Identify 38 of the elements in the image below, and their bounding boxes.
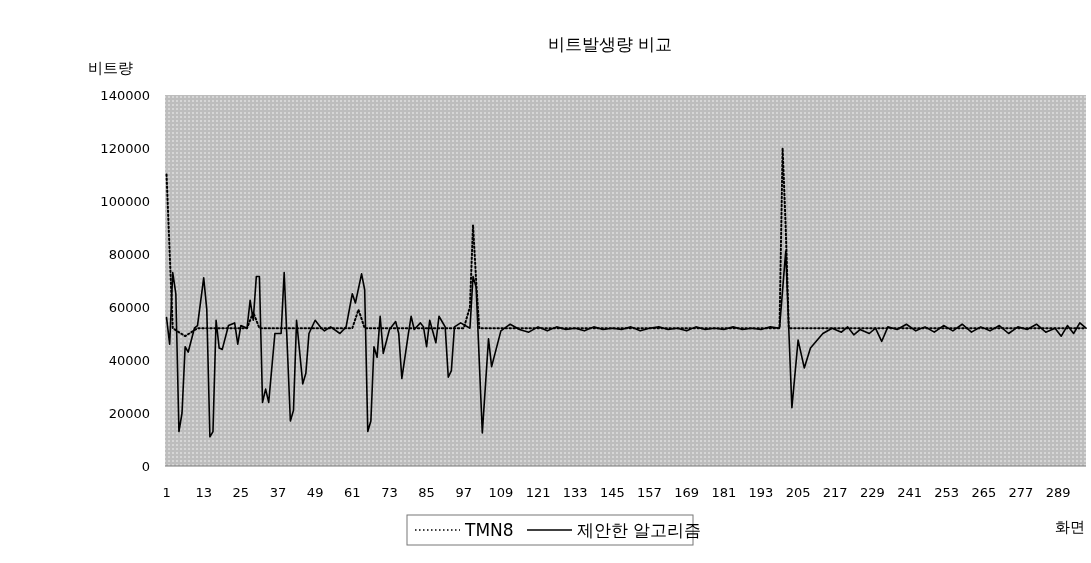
x-tick-label: 181 — [711, 485, 737, 500]
x-tick-label: 73 — [381, 485, 398, 500]
y-tick-label: 140000 — [100, 88, 150, 103]
x-tick-label: 157 — [637, 485, 662, 500]
x-tick-label: 49 — [306, 485, 324, 500]
x-tick-label: 193 — [748, 485, 774, 500]
x-tick-label: 289 — [1045, 485, 1071, 500]
y-tick-label: 40000 — [108, 353, 150, 368]
x-axis-title: 화면 — [1055, 518, 1085, 536]
x-tick-label: 241 — [897, 485, 922, 500]
x-tick-label: 25 — [232, 485, 250, 500]
x-tick-label: 1 — [162, 485, 171, 500]
legend-label: 제안한 알고리즘 — [577, 520, 702, 540]
y-tick-label: 80000 — [108, 247, 150, 262]
y-axis-title: 비트량 — [88, 59, 133, 77]
y-tick-label: 60000 — [108, 300, 150, 315]
y-tick-label: 0 — [141, 459, 150, 474]
x-tick-label: 13 — [195, 485, 212, 500]
x-tick-label: 217 — [822, 485, 848, 500]
x-tick-label: 169 — [674, 485, 700, 500]
x-tick-label: 85 — [418, 485, 435, 500]
y-tick-label: 120000 — [100, 141, 150, 156]
x-tick-label: 205 — [785, 485, 811, 500]
x-tick-label: 277 — [1008, 485, 1034, 500]
x-tick-label: 121 — [525, 485, 551, 500]
x-tick-label: 61 — [344, 485, 361, 500]
y-tick-label: 100000 — [100, 194, 150, 209]
legend-label: TMN8 — [464, 520, 514, 540]
x-tick-label: 253 — [934, 485, 960, 500]
x-tick-label: 145 — [599, 485, 625, 500]
y-tick-label: 20000 — [108, 406, 150, 421]
x-tick-label: 265 — [971, 485, 997, 500]
x-tick-label: 229 — [859, 485, 885, 500]
x-tick-label: 133 — [562, 485, 588, 500]
x-tick-label: 97 — [455, 485, 473, 500]
x-tick-label: 109 — [488, 485, 514, 500]
chart-title: 비트발생량 비교 — [547, 34, 673, 54]
x-tick-label: 37 — [269, 485, 287, 500]
